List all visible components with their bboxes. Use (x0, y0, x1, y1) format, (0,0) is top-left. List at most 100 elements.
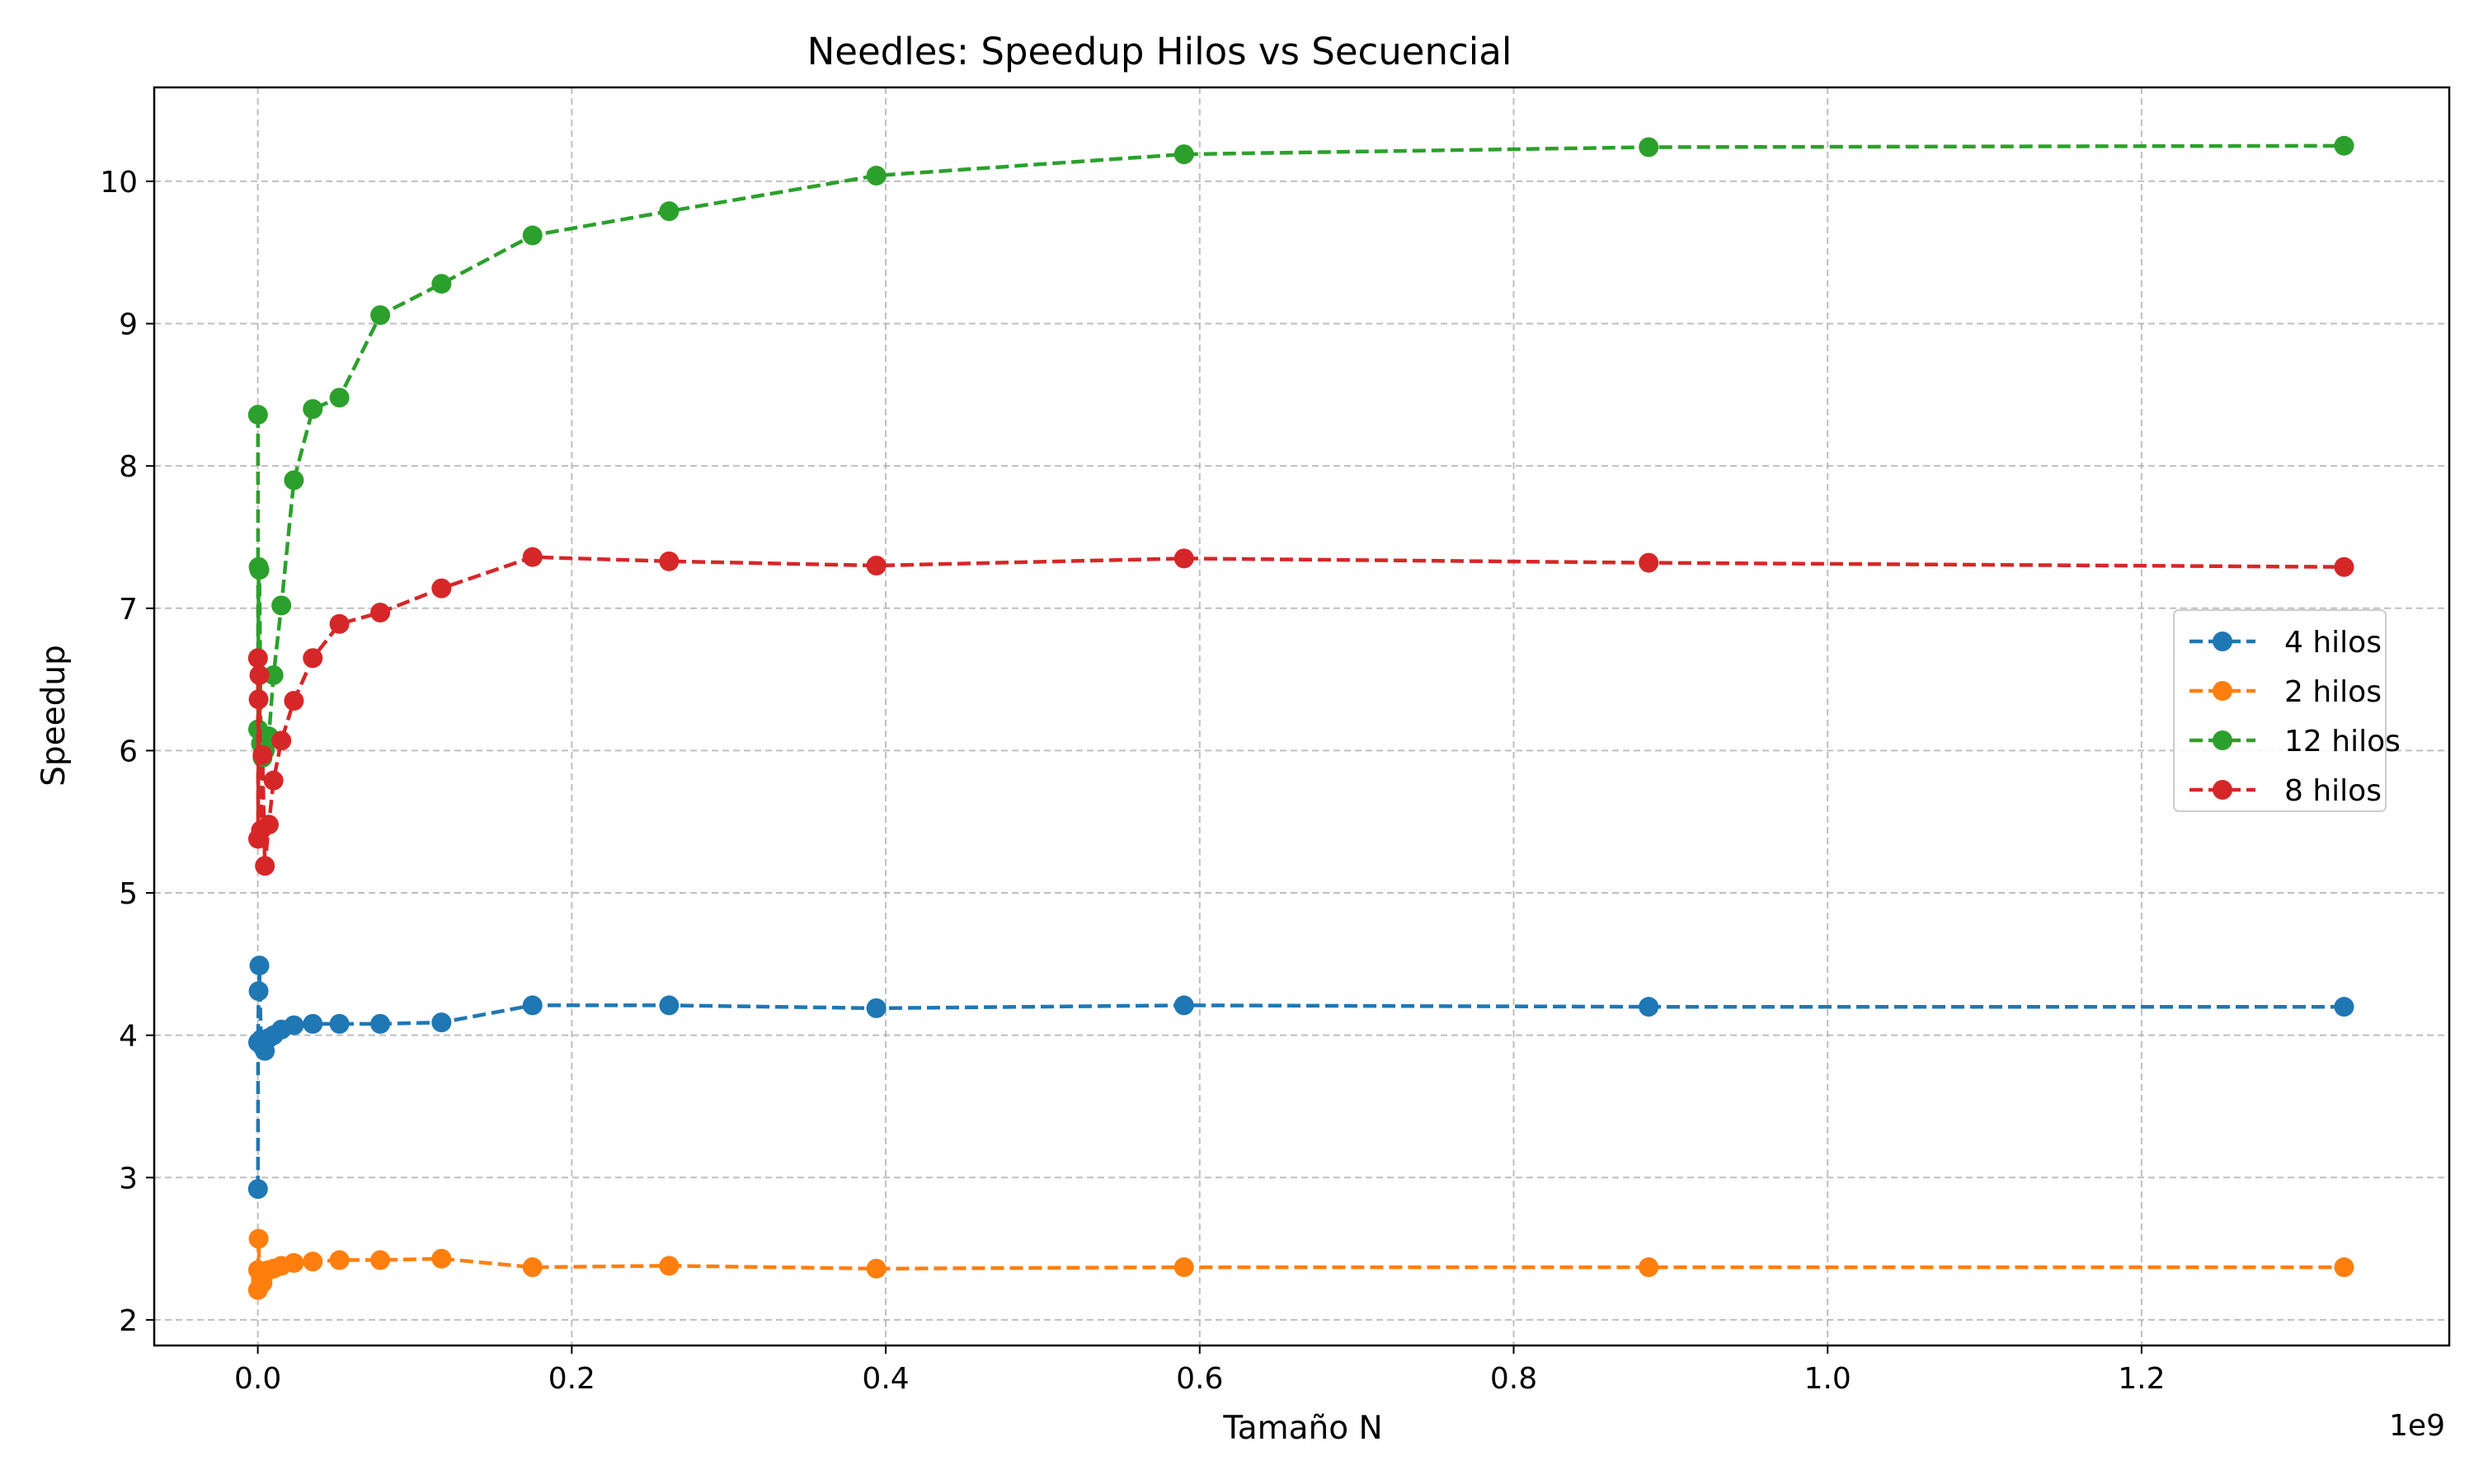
legend-label-8-hilos: 8 hilos (2284, 774, 2382, 808)
data-point-8-hilos (252, 744, 273, 765)
x-tick-label: 0.2 (548, 1362, 595, 1396)
data-point-12-hilos (303, 399, 323, 420)
y-tick-label: 5 (119, 877, 138, 911)
data-point-2-hilos (866, 1258, 887, 1279)
data-point-4-hilos (370, 1013, 391, 1034)
data-point-12-hilos (247, 405, 268, 425)
data-point-2-hilos (522, 1257, 543, 1278)
data-point-2-hilos (303, 1252, 323, 1272)
data-point-4-hilos (284, 1015, 304, 1036)
x-tick-label: 1.0 (1804, 1362, 1851, 1396)
x-tick-label: 0.4 (862, 1362, 909, 1396)
data-point-12-hilos (1174, 144, 1194, 165)
data-point-12-hilos (370, 305, 391, 326)
data-point-8-hilos (248, 689, 269, 710)
y-tick-label: 2 (119, 1304, 138, 1338)
y-tick-label: 8 (119, 450, 138, 484)
series-8-hilos (247, 547, 2354, 876)
legend-label-12-hilos: 12 hilos (2284, 725, 2401, 758)
data-point-8-hilos (263, 770, 284, 791)
data-point-8-hilos (522, 547, 543, 567)
legend: 4 hilos 2 hilos 12 hilos 8 hilos (2173, 609, 2401, 812)
y-tick-label: 3 (119, 1162, 138, 1195)
data-point-8-hilos (431, 578, 452, 599)
x-axis-label: Tamaño N (1222, 1410, 1382, 1447)
legend-marker-4-hilos (2213, 632, 2232, 651)
data-point-2-hilos (659, 1256, 680, 1276)
legend-box (2173, 609, 2387, 812)
grid (154, 87, 2449, 1345)
ticks: 0.0 0.2 0.4 0.6 0.8 1.0 1.2 2 3 4 5 6 7 8 9 10 (100, 166, 2165, 1396)
legend-marker-2-hilos (2213, 681, 2232, 701)
series-line-12-hilos (256, 143, 2345, 760)
data-point-8-hilos (303, 648, 323, 669)
x-tick-label: 1.2 (2118, 1362, 2165, 1396)
data-point-12-hilos (866, 166, 887, 186)
data-point-8-hilos (284, 691, 304, 711)
legend-label-4-hilos: 4 hilos (2284, 626, 2382, 660)
data-point-12-hilos (329, 387, 350, 408)
data-point-8-hilos (370, 602, 391, 622)
legend-item-4-hilos: 4 hilos (2189, 626, 2382, 660)
series-2-hilos (247, 1228, 2354, 1300)
data-point-12-hilos (431, 274, 452, 294)
data-point-12-hilos (249, 560, 270, 580)
data-point-8-hilos (659, 551, 680, 571)
data-point-2-hilos (1639, 1257, 1659, 1278)
data-point-8-hilos (866, 556, 887, 576)
data-point-12-hilos (271, 595, 292, 616)
data-point-8-hilos (1174, 548, 1194, 569)
data-point-4-hilos (1174, 995, 1194, 1016)
legend-item-12-hilos: 12 hilos (2189, 725, 2401, 758)
data-point-4-hilos (1639, 997, 1659, 1017)
data-point-2-hilos (248, 1228, 269, 1249)
data-point-8-hilos (255, 856, 275, 876)
series-4-hilos (247, 956, 2354, 1200)
data-point-4-hilos (247, 1179, 268, 1200)
data-point-8-hilos (247, 648, 268, 669)
y-tick-label: 6 (119, 735, 138, 768)
data-point-12-hilos (263, 665, 284, 685)
data-point-4-hilos (249, 956, 270, 976)
data-point-2-hilos (370, 1250, 391, 1270)
data-point-8-hilos (1639, 552, 1659, 573)
data-point-8-hilos (258, 815, 279, 835)
data-point-4-hilos (248, 981, 269, 1002)
data-point-12-hilos (284, 470, 304, 491)
data-point-4-hilos (2334, 997, 2354, 1017)
plot-frame (153, 86, 2451, 1347)
data-point-12-hilos (522, 225, 543, 246)
data-point-4-hilos (329, 1013, 350, 1034)
series-layer (247, 135, 2354, 1300)
data-point-8-hilos (271, 730, 292, 751)
data-point-2-hilos (2334, 1257, 2354, 1278)
legend-label-2-hilos: 2 hilos (2284, 675, 2382, 709)
data-point-8-hilos (329, 613, 350, 634)
data-point-2-hilos (1174, 1257, 1194, 1278)
legend-marker-12-hilos (2213, 730, 2232, 750)
data-point-4-hilos (522, 995, 543, 1016)
chart-title: Needles: Speedup Hilos vs Secuencial (807, 30, 1512, 73)
data-point-12-hilos (659, 201, 680, 222)
data-point-4-hilos (659, 995, 680, 1016)
y-tick-label: 7 (119, 593, 138, 627)
x-tick-label: 0.8 (1490, 1362, 1537, 1396)
data-point-2-hilos (329, 1250, 350, 1270)
data-point-12-hilos (2334, 135, 2354, 156)
y-tick-label: 9 (119, 308, 138, 342)
y-axis-label: Speedup (35, 645, 73, 787)
x-axis-offset-label: 1e9 (2389, 1409, 2445, 1443)
data-point-8-hilos (249, 665, 270, 685)
data-point-2-hilos (431, 1248, 452, 1269)
data-point-4-hilos (303, 1013, 323, 1034)
legend-item-2-hilos: 2 hilos (2189, 675, 2382, 709)
legend-item-8-hilos: 8 hilos (2189, 774, 2382, 808)
legend-marker-8-hilos (2213, 780, 2232, 800)
x-tick-label: 0.0 (234, 1362, 281, 1396)
y-tick-label: 4 (119, 1020, 138, 1054)
y-tick-label: 10 (100, 166, 138, 200)
data-point-4-hilos (866, 998, 887, 1018)
data-point-4-hilos (431, 1012, 452, 1033)
